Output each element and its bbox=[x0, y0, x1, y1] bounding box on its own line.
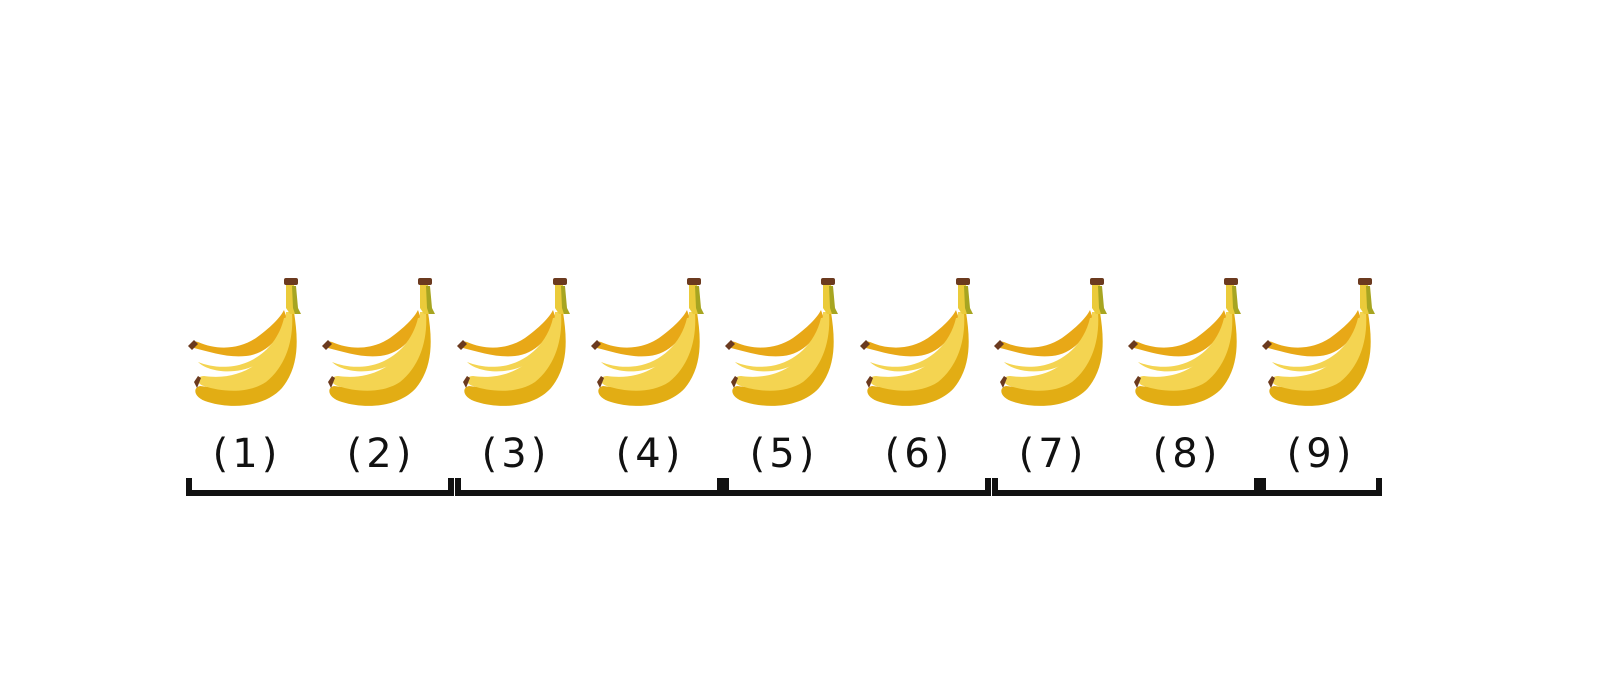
item-label: (6) bbox=[884, 431, 954, 477]
item-label: (5) bbox=[749, 431, 819, 477]
item-label: (3) bbox=[481, 431, 551, 477]
banana-bunch-icon bbox=[723, 278, 845, 408]
group-bracket bbox=[455, 478, 723, 496]
group-bracket bbox=[1260, 478, 1382, 496]
group-bracket bbox=[186, 478, 454, 496]
item-label: (4) bbox=[615, 431, 685, 477]
item-label: (2) bbox=[346, 431, 416, 477]
group-bracket bbox=[992, 478, 1260, 496]
item-label: (7) bbox=[1018, 431, 1088, 477]
banana-bunch-icon bbox=[589, 278, 711, 408]
item-label: (1) bbox=[212, 431, 282, 477]
banana-bunch-icon bbox=[858, 278, 980, 408]
item-label: (9) bbox=[1286, 431, 1356, 477]
banana-bunch-icon bbox=[455, 278, 577, 408]
banana-bunch-icon bbox=[992, 278, 1114, 408]
item-label: (8) bbox=[1152, 431, 1222, 477]
group-bracket bbox=[723, 478, 991, 496]
banana-bunch-icon bbox=[320, 278, 442, 408]
banana-bunch-icon bbox=[1126, 278, 1248, 408]
banana-bunch-icon bbox=[186, 278, 308, 408]
banana-bunch-icon bbox=[1260, 278, 1382, 408]
